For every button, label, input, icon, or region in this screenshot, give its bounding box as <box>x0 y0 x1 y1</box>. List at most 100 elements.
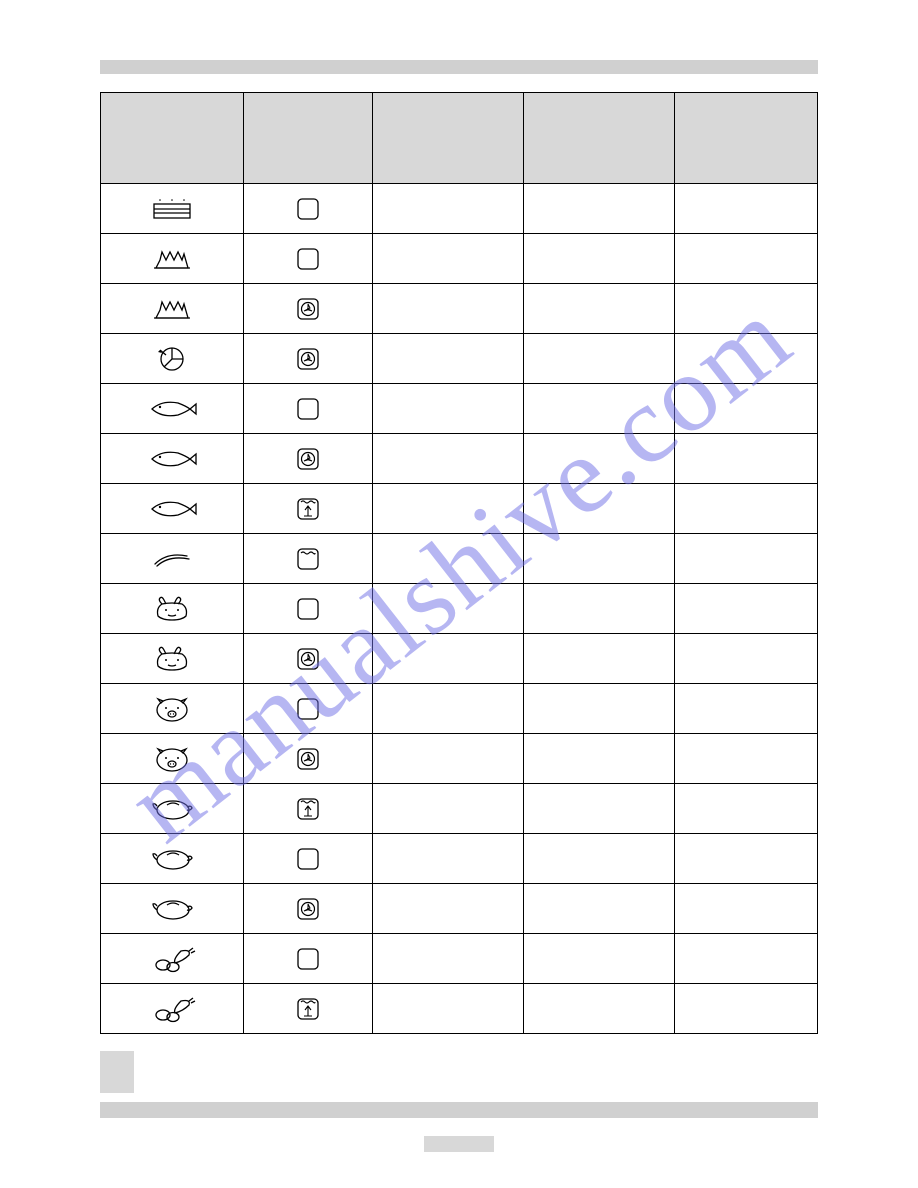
vegetables-icon <box>101 934 244 984</box>
empty-cell <box>373 384 524 434</box>
vegetables-icon <box>101 984 244 1034</box>
empty-cell <box>674 684 817 734</box>
empty-cell <box>373 434 524 484</box>
fan-mode-icon <box>244 634 373 684</box>
empty-cell <box>373 284 524 334</box>
conventional-mode-icon <box>244 384 373 434</box>
empty-cell <box>674 434 817 484</box>
table-row <box>101 634 818 684</box>
sausages-icon <box>101 534 244 584</box>
empty-cell <box>674 834 817 884</box>
table-row <box>101 684 818 734</box>
empty-cell <box>524 334 675 384</box>
empty-cell <box>674 184 817 234</box>
empty-cell <box>524 584 675 634</box>
table-row <box>101 734 818 784</box>
empty-cell <box>674 784 817 834</box>
cooking-table <box>100 92 818 1034</box>
table-row <box>101 784 818 834</box>
empty-cell <box>373 334 524 384</box>
empty-cell <box>373 834 524 884</box>
empty-cell <box>674 334 817 384</box>
conventional-mode-icon <box>244 684 373 734</box>
empty-cell <box>373 634 524 684</box>
poultry-icon <box>101 884 244 934</box>
table-row <box>101 584 818 634</box>
conventional-mode-icon <box>244 834 373 884</box>
empty-cell <box>524 434 675 484</box>
grill-fan-mode-icon <box>244 984 373 1034</box>
table-row <box>101 234 818 284</box>
empty-cell <box>524 534 675 584</box>
bundt-cake-icon <box>101 284 244 334</box>
table-row <box>101 984 818 1034</box>
poultry-icon <box>101 784 244 834</box>
empty-cell <box>524 934 675 984</box>
empty-cell <box>373 234 524 284</box>
empty-cell <box>524 184 675 234</box>
conventional-mode-icon <box>244 584 373 634</box>
empty-cell <box>674 234 817 284</box>
pork-icon <box>101 684 244 734</box>
empty-cell <box>373 784 524 834</box>
empty-cell <box>524 884 675 934</box>
col-header-5 <box>674 93 817 184</box>
empty-cell <box>373 984 524 1034</box>
empty-cell <box>524 384 675 434</box>
footer-mark <box>424 1136 494 1152</box>
fan-mode-icon <box>244 334 373 384</box>
empty-cell <box>674 534 817 584</box>
table-row <box>101 934 818 984</box>
empty-cell <box>373 584 524 634</box>
empty-cell <box>524 834 675 884</box>
table-row <box>101 334 818 384</box>
empty-cell <box>674 384 817 434</box>
empty-cell <box>373 484 524 534</box>
empty-cell <box>674 584 817 634</box>
fan-mode-icon <box>244 734 373 784</box>
page-number-box <box>100 1051 134 1093</box>
table-row <box>101 484 818 534</box>
table-row <box>101 384 818 434</box>
header-bar <box>100 60 818 74</box>
empty-cell <box>674 484 817 534</box>
fan-mode-icon <box>244 434 373 484</box>
conventional-mode-icon <box>244 184 373 234</box>
empty-cell <box>373 734 524 784</box>
fan-mode-icon <box>244 884 373 934</box>
empty-cell <box>674 934 817 984</box>
empty-cell <box>524 634 675 684</box>
empty-cell <box>373 534 524 584</box>
col-header-3 <box>373 93 524 184</box>
empty-cell <box>524 484 675 534</box>
empty-cell <box>373 884 524 934</box>
empty-cell <box>674 884 817 934</box>
col-header-4 <box>524 93 675 184</box>
beef-icon <box>101 584 244 634</box>
table-row <box>101 184 818 234</box>
conventional-mode-icon <box>244 234 373 284</box>
table-row <box>101 434 818 484</box>
empty-cell <box>373 184 524 234</box>
empty-cell <box>674 984 817 1034</box>
table-row <box>101 534 818 584</box>
col-header-1 <box>101 93 244 184</box>
grill-mode-icon <box>244 534 373 584</box>
empty-cell <box>674 284 817 334</box>
poultry-icon <box>101 834 244 884</box>
empty-cell <box>373 684 524 734</box>
fish-icon <box>101 434 244 484</box>
empty-cell <box>524 984 675 1034</box>
beef-icon <box>101 634 244 684</box>
empty-cell <box>524 784 675 834</box>
empty-cell <box>674 634 817 684</box>
conventional-mode-icon <box>244 934 373 984</box>
table-row <box>101 884 818 934</box>
col-header-2 <box>244 93 373 184</box>
empty-cell <box>373 934 524 984</box>
empty-cell <box>674 734 817 784</box>
empty-cell <box>524 684 675 734</box>
grill-fan-mode-icon <box>244 484 373 534</box>
table-header-row <box>101 93 818 184</box>
bundt-cake-icon <box>101 234 244 284</box>
